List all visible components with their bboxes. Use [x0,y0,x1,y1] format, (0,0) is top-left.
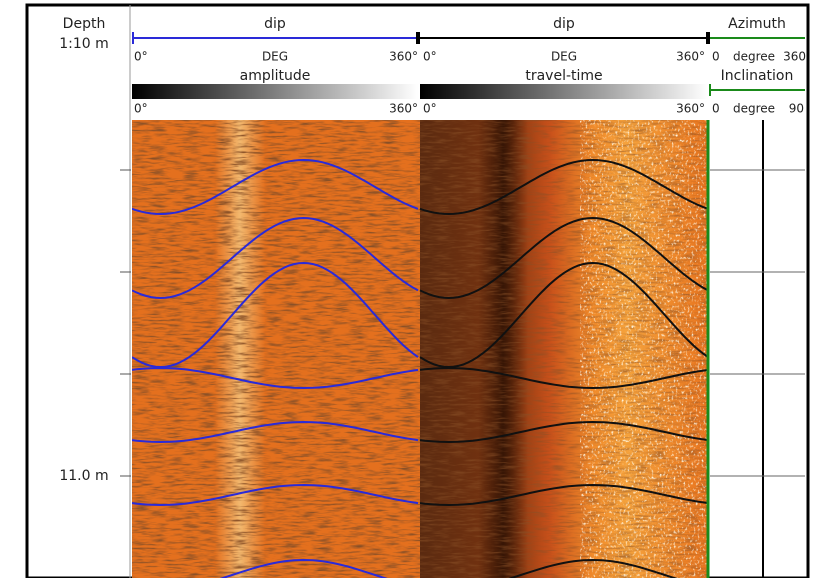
sub-title: Inclination [721,68,794,84]
sinusoid [419,483,708,507]
scale-left: 0° [423,50,437,64]
track-title: dip [553,16,575,32]
colorbar [132,84,418,99]
sinusoid [132,216,419,300]
scale-right: 360° [676,50,705,64]
sinusoid [132,261,419,369]
sinusoids [132,158,708,578]
scale-left: 0° [134,50,148,64]
depth-scale: 1:10 m [59,36,109,52]
sinusoid [132,158,419,216]
image-title: amplitude [240,68,311,84]
image-specks [580,120,708,578]
sinusoid [132,420,419,444]
track-title: dip [264,16,286,32]
sinusoid [419,420,708,444]
scale-unit: degree [733,50,775,64]
colorbar [420,84,708,99]
image-title: travel-time [525,68,602,84]
sinusoid [132,366,419,390]
sinusoid [219,558,388,578]
sinusoid [508,558,678,578]
depth-grid [120,169,805,477]
depth-title: Depth [63,16,106,32]
image-area [132,120,708,578]
scale-right: 360° [389,50,418,64]
scale-left: 0 [712,50,720,64]
sinusoid [419,216,708,300]
image-left: 0° [134,102,148,116]
sinusoid [419,261,708,369]
scale-right: 360 [783,50,806,64]
scale-unit: DEG [262,50,288,64]
sub-left: 0 [712,102,720,116]
scale-unit: DEG [551,50,577,64]
sinusoid [419,158,708,216]
sub-unit: degree [733,102,775,116]
depth-label: 11.0 m [59,468,108,484]
image-right: 360° [676,102,705,116]
image-texture [132,120,420,578]
image-left: 0° [423,102,437,116]
sinusoid [419,366,708,390]
image-right: 360° [389,102,418,116]
sub-right: 90 [789,102,804,116]
track-title: Azimuth [728,16,786,32]
sinusoid [132,483,419,507]
